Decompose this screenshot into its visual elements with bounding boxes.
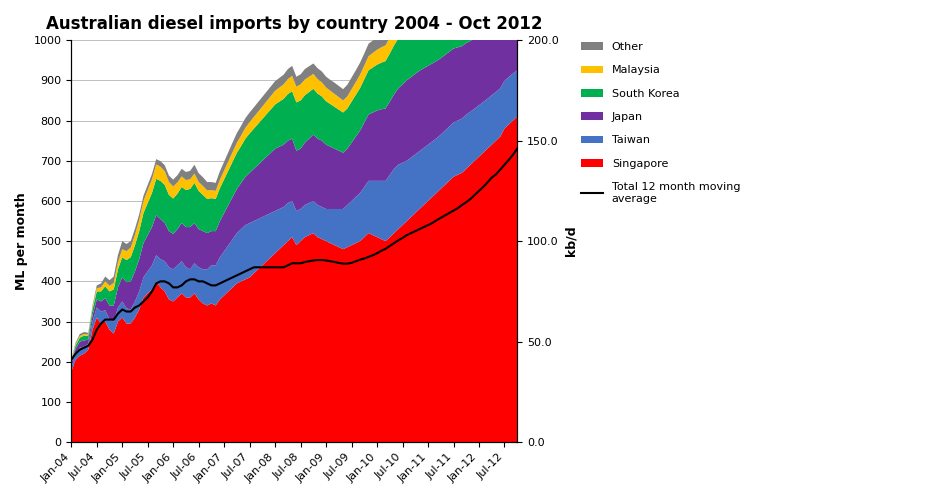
- Text: Diesel imports
from Singapore: Diesel imports from Singapore: [141, 334, 299, 373]
- Y-axis label: ML per month: ML per month: [15, 192, 28, 290]
- Title: Australian diesel imports by country 2004 - Oct 2012: Australian diesel imports by country 200…: [46, 15, 542, 33]
- Legend: Other, Malaysia, South Korea, Japan, Taiwan, Singapore, Total 12 month moving
av: Other, Malaysia, South Korea, Japan, Tai…: [577, 37, 745, 208]
- Y-axis label: kb/d: kb/d: [564, 226, 578, 256]
